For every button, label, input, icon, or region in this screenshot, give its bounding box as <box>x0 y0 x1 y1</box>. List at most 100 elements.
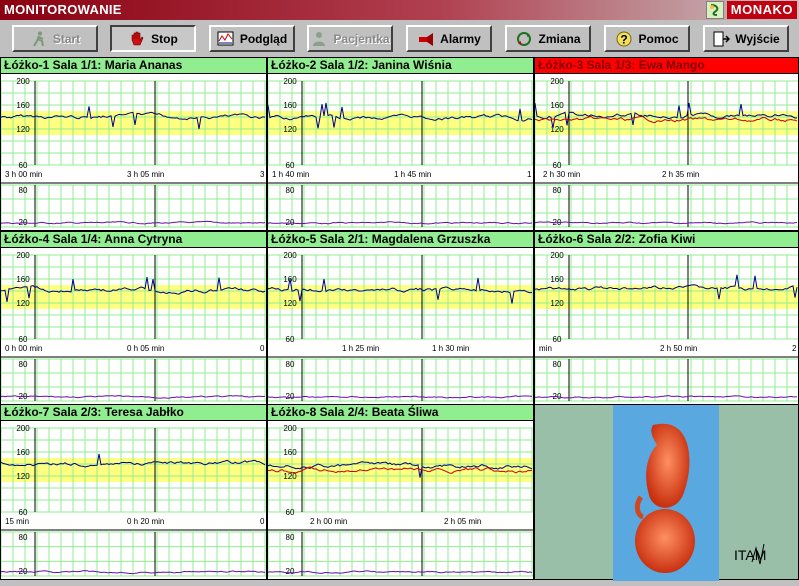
bed-panel-1[interactable]: Łóżko-1 Sala 1/1: Maria Ananas 200 160 120 6… <box>0 57 267 231</box>
toco-scale-label: 80 <box>19 360 28 369</box>
podglad-button[interactable]: Podgląd <box>209 25 295 52</box>
toolbar: Start Stop Podgląd Pacjentka Alarmy Zmiana? Po… <box>0 20 799 57</box>
start-label: Start <box>52 31 81 46</box>
start-button[interactable]: Start <box>12 25 98 52</box>
bed-panel-7[interactable]: Łóżko-7 Sala 2/3: Teresa Jabłko 200 160 120… <box>0 404 267 580</box>
time-label: 1 h <box>527 170 533 179</box>
toco-trace <box>1 570 266 575</box>
fhr-scale-label: 200 <box>283 424 297 433</box>
fhr-trace <box>268 102 533 129</box>
fhr-scale-label: 60 <box>286 335 295 344</box>
fhr-scale-label: 160 <box>283 448 297 457</box>
ctg-chart-2: 200 160 120 601 h 40 min 1 h 45 min 1 h 80 20 <box>268 77 533 228</box>
fhr-scale-label: 60 <box>19 335 28 344</box>
fhr-scale-label: 120 <box>283 299 297 308</box>
fhr-scale-label: 200 <box>283 77 297 86</box>
pomoc-label: Pomoc <box>638 31 679 46</box>
fhr-scale-label: 160 <box>283 101 297 110</box>
fhr-scale-label: 160 <box>550 101 564 110</box>
fhr-trace <box>1 277 266 302</box>
fhr-scale-label: 60 <box>553 335 562 344</box>
itam-logo: ITAM <box>734 542 784 573</box>
bed-panel-5[interactable]: Łóżko-5 Sala 2/1: Magdalena Grzuszka 200 1… <box>267 231 534 405</box>
question-icon: ? <box>615 31 633 47</box>
fhr-scale-label: 60 <box>19 161 28 170</box>
pomoc-button[interactable]: ? Pomoc <box>604 25 690 52</box>
time-label: min <box>539 344 552 353</box>
monitor-grid: Łóżko-1 Sala 1/1: Maria Ananas 200 160 120 6… <box>0 57 799 581</box>
fhr-scale-label: 160 <box>550 275 564 284</box>
time-label: 1 h 25 min <box>342 344 379 353</box>
time-label: 0 h 00 min <box>5 344 42 353</box>
pacjentka-button[interactable]: Pacjentka <box>307 25 393 52</box>
swap-icon <box>515 31 533 47</box>
bed-header-7[interactable]: Łóżko-7 Sala 2/3: Teresa Jabłko <box>1 405 266 421</box>
time-label: 0 h 20 min <box>127 517 164 526</box>
stop-label: Stop <box>151 31 178 46</box>
fetus-image-panel: ITAM <box>534 404 799 581</box>
fhr2-trace <box>535 115 798 124</box>
bed-panel-2[interactable]: Łóżko-2 Sala 1/2: Janina Wiśnia 200 160 120… <box>267 57 534 231</box>
time-label: 3 h 00 min <box>5 170 42 179</box>
fetus-image <box>613 405 719 581</box>
zmiana-label: Zmiana <box>538 31 581 46</box>
fhr2-trace <box>268 466 533 474</box>
alarmy-button[interactable]: Alarmy <box>406 25 492 52</box>
walking-person-icon <box>30 31 48 47</box>
toco-scale-label: 20 <box>286 218 295 227</box>
time-label: 3 h <box>260 170 266 179</box>
fhr-scale-label: 120 <box>550 125 564 134</box>
time-label: 1 h 40 min <box>272 170 309 179</box>
bed-header-3[interactable]: Łóżko-3 Sala 1/3: Ewa Mango <box>535 58 798 74</box>
fhr-trace <box>1 453 266 468</box>
toco-scale-label: 80 <box>553 186 562 195</box>
brand-logo-icon <box>705 1 724 19</box>
time-label: 2 h 35 min <box>662 170 699 179</box>
time-label: 2 h 55 min <box>792 344 798 353</box>
bed-header-5[interactable]: Łóżko-5 Sala 2/1: Magdalena Grzuszka <box>268 232 533 248</box>
brand: MONAKO <box>705 1 797 19</box>
bed-panel-8[interactable]: Łóżko-8 Sala 2/4: Beata Śliwa 200 160 120 60… <box>267 404 534 580</box>
toco-trace <box>535 221 798 225</box>
stop-button[interactable]: Stop <box>110 25 196 52</box>
fhr-scale-label: 160 <box>16 448 30 457</box>
fhr-scale-label: 120 <box>16 299 30 308</box>
wyjscie-button[interactable]: Wyjście <box>703 25 789 52</box>
toco-trace <box>1 220 266 225</box>
zmiana-button[interactable]: Zmiana <box>505 25 591 52</box>
alarmy-label: Alarmy <box>440 31 481 46</box>
fhr-scale-label: 120 <box>16 125 30 134</box>
svg-text:?: ? <box>621 32 628 46</box>
toco-scale-label: 20 <box>286 392 295 401</box>
time-label: 0 h 05 min <box>127 344 164 353</box>
podglad-label: Podgląd <box>239 31 288 46</box>
bed-header-8[interactable]: Łóżko-8 Sala 2/4: Beata Śliwa <box>268 405 533 421</box>
brand-label: MONAKO <box>726 1 797 19</box>
time-label: 2 h 00 min <box>310 517 347 526</box>
fhr-trace <box>535 274 798 300</box>
bed-panel-6[interactable]: Łóżko-6 Sala 2/2: Zofia Kiwi 200 160 120 60 m… <box>534 231 799 405</box>
toco-scale-label: 80 <box>553 360 562 369</box>
toco-scale-label: 80 <box>286 186 295 195</box>
bed-header-4[interactable]: Łóżko-4 Sala 1/4: Anna Cytryna <box>1 232 266 248</box>
time-label: 1 h 45 min <box>394 170 431 179</box>
bed-panel-3[interactable]: Łóżko-3 Sala 1/3: Ewa Mango 200 160 120 60 2 … <box>534 57 799 231</box>
alarm-icon <box>417 31 435 47</box>
bed-panel-4[interactable]: Łóżko-4 Sala 1/4: Anna Cytryna 200 160 120 6… <box>0 231 267 405</box>
bed-header-6[interactable]: Łóżko-6 Sala 2/2: Zofia Kiwi <box>535 232 798 248</box>
fhr-scale-label: 60 <box>19 508 28 517</box>
time-label: 2 h 05 min <box>444 517 481 526</box>
bed-header-2[interactable]: Łóżko-2 Sala 1/2: Janina Wiśnia <box>268 58 533 74</box>
toco-trace <box>535 395 797 399</box>
bed-header-1[interactable]: Łóżko-1 Sala 1/1: Maria Ananas <box>1 58 266 74</box>
patient-icon <box>310 31 328 47</box>
time-label: 2 h 50 min <box>660 344 697 353</box>
fhr-trace <box>1 106 266 130</box>
fhr-scale-label: 60 <box>553 161 562 170</box>
toco-trace <box>268 221 533 225</box>
fhr-scale-label: 160 <box>16 275 30 284</box>
